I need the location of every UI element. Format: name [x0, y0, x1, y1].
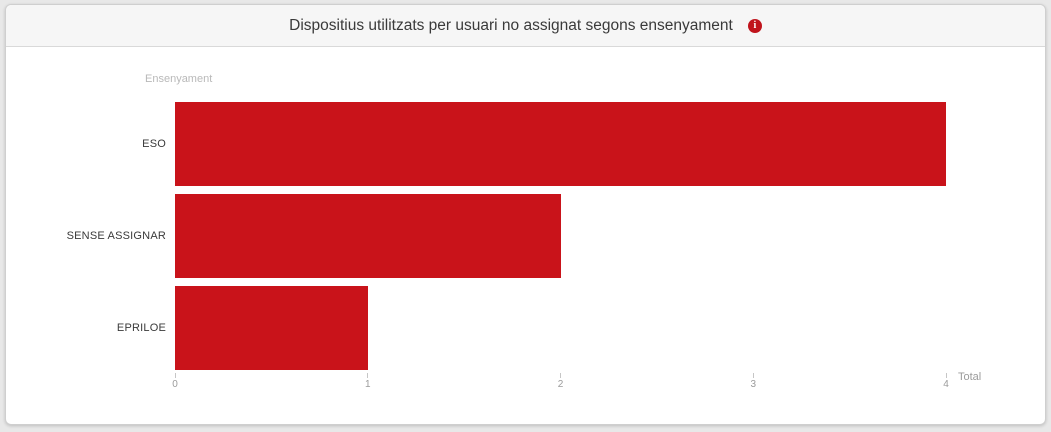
category-label-eso: ESO: [142, 138, 166, 150]
x-axis-tick: [367, 373, 369, 378]
card-header: Dispositius utilitzats per usuari no ass…: [6, 5, 1045, 47]
bar-sense-assignar[interactable]: [175, 194, 561, 278]
x-axis-tick-label: 4: [943, 379, 949, 390]
x-axis-tick-label: 0: [172, 379, 178, 390]
x-axis-tick: [560, 373, 561, 378]
x-axis-tick-label: 1: [364, 379, 371, 390]
x-axis-tick-label: 3: [750, 379, 757, 390]
bar-eso[interactable]: [175, 102, 946, 186]
chart-card: Dispositius utilitzats per usuari no ass…: [5, 4, 1046, 425]
x-axis-tick: [752, 373, 754, 378]
chart-title: Dispositius utilitzats per usuari no ass…: [289, 16, 733, 34]
plot-area: Ensenyament Total ESO SENSE ASSIGNAR EPRIL…: [6, 47, 1045, 423]
value-axis-title: Total: [958, 371, 982, 383]
x-axis-tick-label: 2: [557, 379, 564, 390]
x-axis-tick: [945, 373, 947, 378]
category-axis-title: Ensenyament: [145, 73, 213, 85]
category-label-epriloe: EPRILOE: [116, 322, 166, 334]
x-axis-tick: [174, 373, 176, 378]
info-icon[interactable]: i: [747, 18, 762, 33]
category-label-sense-assignar: SENSE ASSIGNAR: [66, 230, 166, 242]
bar-epriloe[interactable]: [175, 286, 368, 370]
